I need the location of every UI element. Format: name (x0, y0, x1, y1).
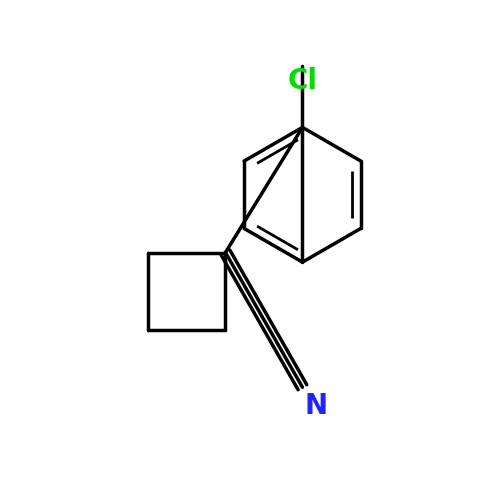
Text: Cl: Cl (288, 67, 318, 95)
Text: N: N (304, 392, 328, 420)
